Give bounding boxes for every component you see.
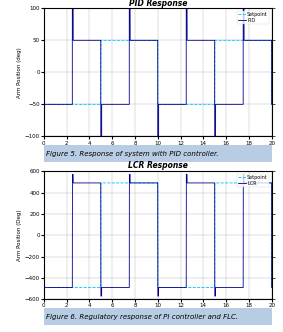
PID — [199, 38, 203, 42]
Line: Setpoint: Setpoint — [44, 40, 272, 104]
X-axis label: Time (sec.): Time (sec.) — [140, 147, 175, 152]
Setpoint — [199, 286, 203, 290]
LCR — [175, 286, 179, 290]
PID — [175, 102, 179, 106]
Title: LCR Response: LCR Response — [128, 161, 188, 170]
Setpoint — [175, 286, 179, 290]
PID — [42, 102, 46, 106]
Line: PID: PID — [44, 0, 272, 332]
LCR — [259, 181, 263, 185]
Setpoint — [196, 102, 200, 106]
Setpoint — [199, 102, 203, 106]
PID — [87, 38, 90, 42]
Setpoint — [99, 38, 102, 42]
LCR — [71, 172, 74, 176]
LCR — [99, 294, 102, 298]
Setpoint — [99, 181, 102, 185]
Line: LCR: LCR — [44, 174, 272, 296]
Setpoint — [175, 102, 179, 106]
PID — [259, 38, 263, 42]
X-axis label: Time (Sec.): Time (Sec.) — [140, 310, 175, 315]
PID — [66, 102, 69, 106]
PID — [196, 38, 200, 42]
Text: Figure 5. Response of system with PID controller.: Figure 5. Response of system with PID co… — [46, 151, 219, 157]
Setpoint — [196, 286, 200, 290]
Setpoint — [87, 102, 90, 106]
Setpoint — [259, 38, 262, 42]
Setpoint — [66, 286, 69, 290]
Setpoint — [42, 102, 46, 106]
Legend: Setpoint, LCR: Setpoint, LCR — [237, 174, 269, 187]
Setpoint — [42, 286, 46, 290]
Title: PID Response: PID Response — [128, 0, 187, 8]
Line: Setpoint: Setpoint — [44, 183, 272, 288]
Setpoint — [259, 181, 262, 185]
Setpoint — [66, 102, 69, 106]
PID — [270, 102, 273, 106]
LCR — [66, 286, 69, 290]
Setpoint — [270, 286, 273, 290]
Y-axis label: Arm Position (deg): Arm Position (deg) — [17, 47, 22, 98]
LCR — [87, 181, 90, 185]
Legend: Setpoint, PID: Setpoint, PID — [237, 11, 269, 24]
LCR — [196, 181, 200, 185]
Setpoint — [87, 286, 90, 290]
Setpoint — [270, 102, 273, 106]
LCR — [42, 286, 46, 290]
Y-axis label: Arm Position (Deg): Arm Position (Deg) — [17, 209, 22, 261]
LCR — [199, 181, 203, 185]
LCR — [270, 286, 273, 290]
Text: Figure 6. Regulatory response of PI controller and FLC.: Figure 6. Regulatory response of PI cont… — [46, 314, 238, 320]
